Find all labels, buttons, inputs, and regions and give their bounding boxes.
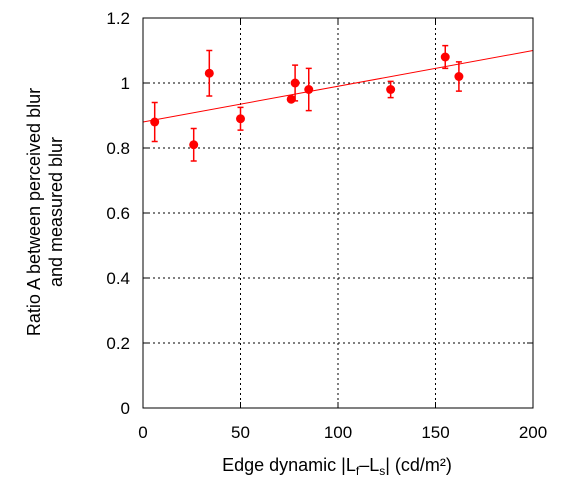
marker <box>454 72 464 81</box>
x-tick-label-100: 100 <box>324 423 352 442</box>
marker <box>189 140 199 150</box>
data-points <box>150 44 464 162</box>
x-axis-label: Edge dynamic |Lf–Ls| (cd/m²) <box>222 455 452 478</box>
marker <box>290 78 300 88</box>
axis-ticks <box>142 17 534 409</box>
marker <box>386 85 396 94</box>
x-axis-label-sub1: f <box>356 464 360 478</box>
y-tick-label-1: 1 <box>121 74 130 93</box>
data-point-2 <box>204 49 214 97</box>
y-axis-label-line-1: Ratio A between perceived blur <box>24 88 44 336</box>
x-tick-label-0: 0 <box>138 423 147 442</box>
data-point-6 <box>304 67 314 112</box>
marker <box>236 114 245 124</box>
x-axis-label-main: Edge dynamic |L <box>222 455 356 475</box>
y-tick-label-0_6: 0.6 <box>106 204 130 223</box>
fit-line <box>142 50 534 123</box>
marker <box>304 85 314 94</box>
x-tick-label-150: 150 <box>421 423 449 442</box>
marker <box>204 68 214 78</box>
x-tick-label-200: 200 <box>519 423 547 442</box>
data-point-5 <box>290 64 300 102</box>
y-tick-label-0_4: 0.4 <box>106 269 130 288</box>
grid-lines <box>143 18 533 408</box>
x-axis-label-dash: –L <box>359 455 379 475</box>
y-axis-label-line-2: and measured blur <box>46 137 66 287</box>
y-tick-label-0_8: 0.8 <box>106 139 130 158</box>
data-point-1 <box>189 127 199 162</box>
data-point-7 <box>386 80 396 99</box>
x-axis-label-sub2: s <box>379 464 385 478</box>
data-point-9 <box>454 61 464 92</box>
tick-labels: 0 50 100 150 200 0 0.2 0.4 0.6 0.8 1 1.2 <box>106 9 547 442</box>
marker <box>150 117 160 127</box>
marker <box>440 52 450 62</box>
data-point-3 <box>236 106 245 131</box>
x-tick-label-50: 50 <box>231 423 250 442</box>
x-axis-label-tail: | (cd/m²) <box>385 455 452 475</box>
fit-line-group <box>142 50 534 123</box>
data-point-0 <box>150 101 160 143</box>
y-tick-label-0: 0 <box>121 399 130 418</box>
y-tick-label-0_2: 0.2 <box>106 334 130 353</box>
data-point-8 <box>440 44 450 70</box>
y-tick-label-1_2: 1.2 <box>106 9 130 28</box>
